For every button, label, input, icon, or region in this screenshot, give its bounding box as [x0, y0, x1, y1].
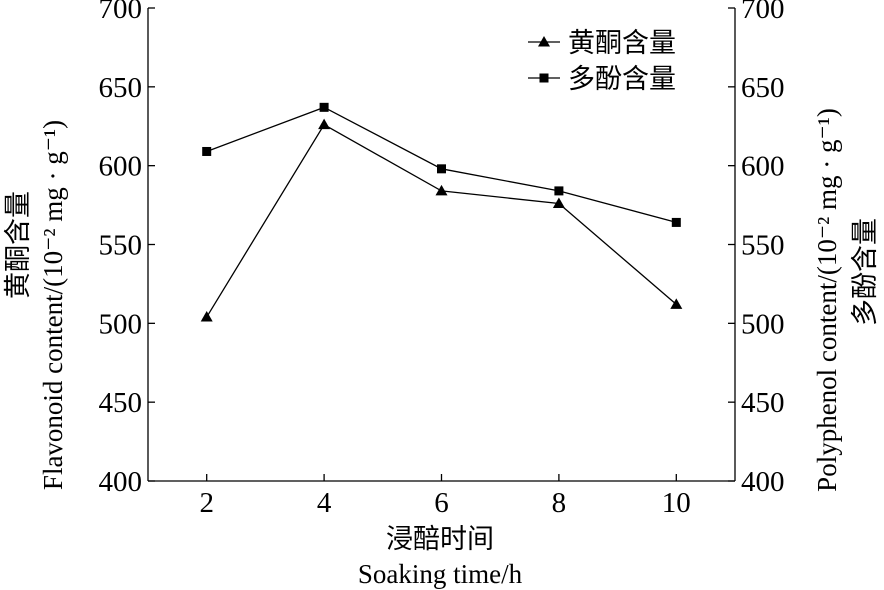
legend-item-1: 黄酮含量: [528, 28, 676, 59]
x-tick-label: 4: [317, 487, 332, 519]
y2-tick-label: 450: [741, 387, 785, 419]
x-tick-label: 6: [434, 487, 449, 519]
series-line: [206, 123, 677, 318]
x-tick-label: 8: [552, 487, 567, 519]
y-tick-label: 400: [99, 466, 143, 498]
x-tick-label: 10: [662, 487, 691, 519]
x-tick-label: 2: [199, 487, 214, 519]
y-axis-title: Flavonoid content/(10⁻² mg · g⁻¹): [38, 120, 68, 490]
y2-tick-label: 700: [741, 0, 785, 25]
data-point: [554, 186, 564, 196]
series-2: [202, 102, 681, 227]
y-tick-label: 650: [99, 72, 143, 104]
y2-tick-label: 600: [741, 151, 785, 183]
y2-tick-label: 650: [741, 72, 785, 104]
y2-axis-title: Polyphenol content/(10⁻² mg · g⁻¹): [812, 108, 842, 492]
y-tick-label: 500: [99, 308, 143, 340]
data-point: [552, 197, 565, 209]
y-tick-label: 700: [99, 0, 143, 25]
legend-item-2: 多酚含量: [528, 64, 676, 95]
y-tick-label: 450: [99, 387, 143, 419]
data-point: [437, 164, 446, 174]
legend-marker: [539, 73, 549, 83]
legend-marker: [538, 36, 550, 47]
legend-label: 黄酮含量: [568, 28, 676, 59]
data-point: [435, 184, 448, 196]
data-point: [318, 118, 331, 130]
data-point: [319, 102, 329, 112]
data-point: [200, 311, 213, 322]
y-tick-label: 550: [99, 230, 143, 262]
y2-tick-label: 500: [741, 308, 785, 340]
x-axis-title-cn: 浸醅时间: [386, 524, 494, 555]
data-point: [202, 146, 212, 156]
x-axis-title: Soaking time/h: [358, 559, 523, 589]
series-layer: [200, 102, 683, 322]
series-1: [200, 118, 683, 322]
y-axis-title-cn: 黄酮含量: [3, 191, 34, 299]
y2-axis-ticks: 400 450 500 550 600 650 700: [728, 0, 785, 498]
legend-label: 多酚含量: [568, 64, 676, 95]
y-tick-label: 600: [99, 151, 143, 183]
y2-tick-label: 550: [741, 230, 785, 262]
y-axis-ticks: 400 450 500 550 600 650 700: [99, 0, 155, 498]
y2-axis-title-cn: 多酚含量: [850, 218, 881, 326]
x-axis-ticks: 2 4 6 8 10: [199, 474, 691, 519]
data-point: [670, 298, 683, 309]
data-point: [671, 217, 681, 227]
y2-tick-label: 400: [741, 466, 785, 498]
